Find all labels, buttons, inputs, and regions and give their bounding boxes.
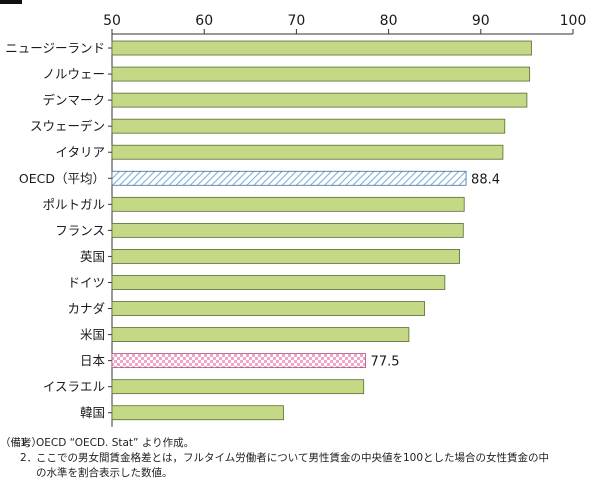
bar: [111, 144, 504, 160]
bar: [111, 327, 410, 342]
note-text: の水準を割合表示した数値。: [36, 467, 173, 479]
bar-chart: 50 60 70 80 90 100 ニュージーランドノルウェーデンマークスウェーデンイタ…: [5, 13, 587, 427]
bar: [111, 249, 460, 264]
category-label: 英国: [80, 249, 105, 264]
category-label: フランス: [55, 223, 105, 238]
category-label: イタリア: [55, 145, 105, 160]
category-label: デンマーク: [42, 93, 105, 108]
notes: （備考） 1． OECD “OECD. Stat” より作成。 2． ここでの男…: [0, 436, 603, 481]
category-label: ノルウェー: [42, 67, 105, 82]
note-line-3: の水準を割合表示した数値。: [0, 466, 603, 481]
bar: [111, 405, 284, 421]
category-label: 米国: [80, 327, 105, 342]
bar: [111, 353, 366, 369]
note-mark: （備考）: [0, 437, 42, 449]
data-label: 77.5: [371, 355, 400, 370]
bar: [111, 379, 365, 395]
category-label: ニュージーランド: [5, 41, 105, 56]
note-line-2: 2． ここでの男女間賃金格差とは，フルタイム労働者について男性賃金の中央値を10…: [0, 451, 603, 466]
category-label: ポルトガル: [42, 197, 105, 212]
bar: [111, 92, 528, 108]
x-tick-label: 60: [195, 13, 213, 29]
category-label: カナダ: [67, 301, 105, 316]
bar: [111, 40, 532, 56]
x-tick-label: 80: [380, 13, 398, 29]
category-label: OECD（平均）: [19, 171, 105, 186]
x-tick-label: 70: [287, 13, 305, 29]
bar: [111, 301, 425, 316]
data-label: 88.4: [471, 172, 500, 187]
note-line-1: （備考） 1． OECD “OECD. Stat” より作成。: [0, 436, 603, 451]
bar: [111, 66, 531, 82]
category-label: 韓国: [80, 405, 105, 420]
category-label: 日本: [80, 353, 106, 368]
x-tick-label: 90: [472, 13, 490, 29]
bar: [111, 118, 506, 134]
note-text: ここでの男女間賃金格差とは，フルタイム労働者について男性賃金の中央値を100とし…: [36, 452, 550, 464]
header-fragment: [0, 0, 22, 4]
category-label: スウェーデン: [30, 119, 105, 134]
note-text: OECD “OECD. Stat” より作成。: [36, 437, 195, 449]
x-tick-label: 100: [560, 13, 587, 29]
bar: [111, 275, 446, 290]
category-label: ドイツ: [67, 275, 105, 290]
bar: [111, 222, 464, 238]
note-number: 2．: [20, 452, 38, 464]
note-number: 1．: [20, 437, 38, 449]
category-label: イスラエル: [43, 379, 105, 394]
bar: [111, 196, 465, 212]
x-tick-label: 50: [103, 13, 121, 29]
bar: [111, 170, 467, 186]
bars-layer: [111, 40, 532, 421]
